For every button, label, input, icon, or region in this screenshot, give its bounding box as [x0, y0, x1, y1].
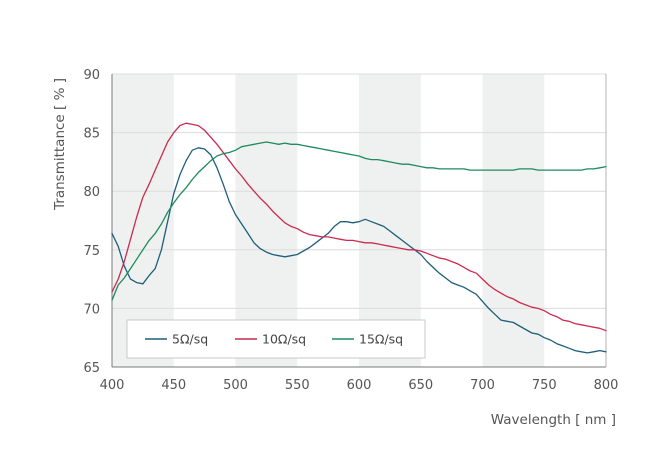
series-lines: [111, 122, 607, 354]
y-tick-label: 90: [83, 68, 100, 83]
x-tick-label: 600: [347, 378, 372, 393]
axes: [111, 74, 607, 368]
legend-label: 10Ω/sq: [262, 332, 306, 347]
y-tick-label: 65: [83, 361, 100, 376]
x-tick-label: 500: [223, 378, 248, 393]
series-line-1: [111, 147, 607, 354]
y-tick-label: 80: [83, 185, 100, 200]
series-line-2: [111, 122, 607, 332]
legend-label: 15Ω/sq: [359, 332, 403, 347]
grid-band: [482, 74, 545, 367]
x-tick-label: 450: [161, 378, 186, 393]
background-bands: [112, 74, 545, 367]
x-tick-label: 400: [100, 378, 125, 393]
grid-band: [235, 74, 298, 367]
x-tick-label: 550: [285, 378, 310, 393]
x-tick-label: 750: [532, 378, 557, 393]
legend-box: [126, 319, 426, 359]
x-tick-label: 800: [594, 378, 619, 393]
x-tick-label: 700: [470, 378, 495, 393]
series-line-3: [111, 141, 607, 301]
x-tick-labels: 400 450 500 550 600 650 700 750 800: [100, 378, 619, 393]
legend: 5Ω/sq 10Ω/sq 15Ω/sq: [126, 319, 426, 359]
y-tick-label: 85: [83, 127, 100, 142]
x-axis-title: Wavelength [ nm ]: [491, 412, 616, 428]
horizontal-gridlines: [112, 73, 606, 309]
y-tick-labels: 65 70 75 80 85 90: [83, 68, 100, 376]
y-axis-title: Transmittance [ % ]: [52, 78, 68, 211]
x-tick-label: 650: [408, 378, 433, 393]
legend-label: 5Ω/sq: [172, 332, 208, 347]
y-tick-label: 70: [83, 302, 100, 317]
y-tick-label: 75: [83, 244, 100, 259]
